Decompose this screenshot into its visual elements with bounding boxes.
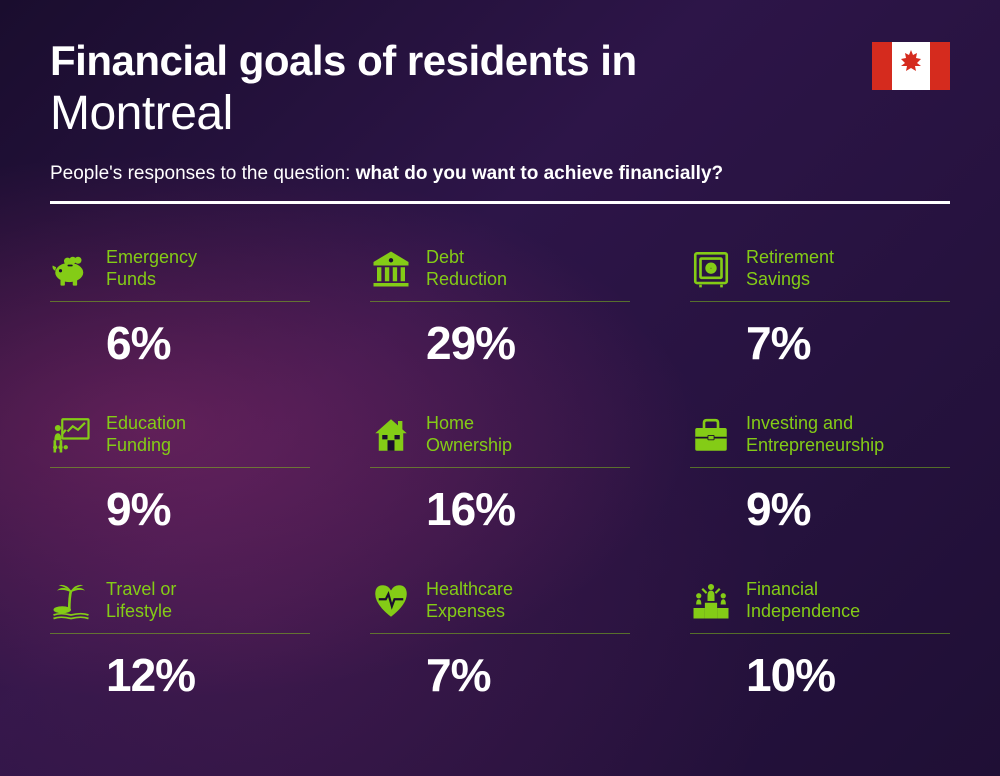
stat-education-funding: EducationFunding 9% <box>50 412 310 536</box>
stat-value: 12% <box>106 648 310 702</box>
divider <box>50 201 950 204</box>
stat-value: 16% <box>426 482 630 536</box>
piggy-bank-icon <box>50 248 92 290</box>
stat-label: HealthcareExpenses <box>426 579 513 622</box>
stat-label: HomeOwnership <box>426 413 512 456</box>
stat-retirement-savings: RetirementSavings 7% <box>690 246 950 370</box>
stat-label: DebtReduction <box>426 247 507 290</box>
stat-label: Travel orLifestyle <box>106 579 176 622</box>
title-line-1: Financial goals of residents in <box>50 38 950 84</box>
stat-investing-entrepreneurship: Investing and Entrepreneurship 9% <box>690 412 950 536</box>
stat-value: 7% <box>426 648 630 702</box>
stat-financial-independence: FinancialIndependence 10% <box>690 578 950 702</box>
stat-value: 6% <box>106 316 310 370</box>
stat-label: RetirementSavings <box>746 247 834 290</box>
stat-debt-reduction: DebtReduction 29% <box>370 246 630 370</box>
stat-value: 9% <box>746 482 950 536</box>
stat-value: 9% <box>106 482 310 536</box>
house-icon <box>370 414 412 456</box>
bank-icon <box>370 248 412 290</box>
stat-value: 10% <box>746 648 950 702</box>
stat-value: 7% <box>746 316 950 370</box>
stat-travel-lifestyle: Travel orLifestyle 12% <box>50 578 310 702</box>
stat-value: 29% <box>426 316 630 370</box>
stat-label: Investing and Entrepreneurship <box>746 413 950 456</box>
heart-pulse-icon <box>370 580 412 622</box>
canada-flag <box>872 42 950 90</box>
stat-label: FinancialIndependence <box>746 579 860 622</box>
header: Financial goals of residents in Montreal… <box>50 38 950 204</box>
presentation-icon <box>50 414 92 456</box>
safe-icon <box>690 248 732 290</box>
podium-icon <box>690 580 732 622</box>
stat-home-ownership: HomeOwnership 16% <box>370 412 630 536</box>
stat-label: EmergencyFunds <box>106 247 197 290</box>
palm-tree-icon <box>50 580 92 622</box>
subtitle: People's responses to the question: what… <box>50 163 950 185</box>
stat-healthcare-expenses: HealthcareExpenses 7% <box>370 578 630 702</box>
briefcase-icon <box>690 414 732 456</box>
title-line-2: Montreal <box>50 86 950 141</box>
subtitle-bold: what do you want to achieve financially? <box>356 163 723 184</box>
stat-label: EducationFunding <box>106 413 186 456</box>
subtitle-prefix: People's responses to the question: <box>50 163 356 184</box>
stats-grid: EmergencyFunds 6% DebtReduction 29% Reti… <box>50 246 950 702</box>
maple-leaf-icon <box>899 50 923 83</box>
stat-emergency-funds: EmergencyFunds 6% <box>50 246 310 370</box>
